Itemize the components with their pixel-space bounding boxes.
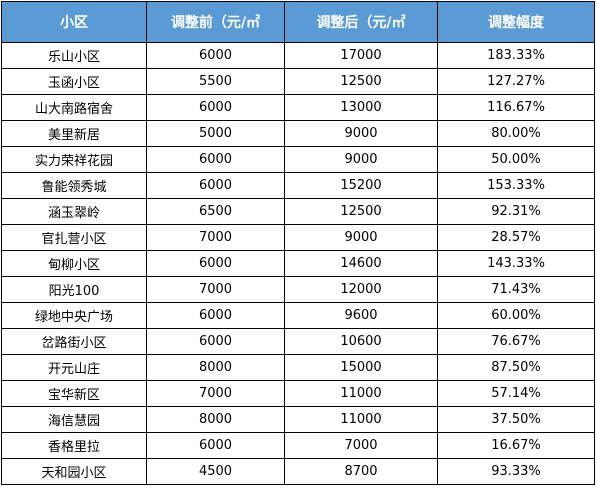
cell-change: 37.50% — [437, 406, 595, 433]
cell-price-before: 8000 — [146, 354, 285, 381]
cell-change: 87.50% — [437, 354, 595, 381]
cell-price-before: 7000 — [146, 224, 285, 251]
table-row: 绿地中央广场 6000 9600 60.00% — [1, 302, 595, 329]
cell-price-before: 7000 — [146, 380, 285, 407]
table-row: 阳光100 7000 12000 71.43% — [1, 276, 595, 303]
cell-community: 乐山小区 — [1, 42, 147, 69]
cell-community: 香格里拉 — [1, 432, 147, 459]
table-row: 香格里拉 6000 7000 16.67% — [1, 432, 595, 459]
cell-community: 官扎营小区 — [1, 224, 147, 251]
header-change: 调整幅度 — [437, 1, 595, 43]
table-row: 鲁能领秀城 6000 15200 153.33% — [1, 172, 595, 199]
cell-price-after: 9600 — [284, 302, 438, 329]
cell-price-after: 8700 — [284, 458, 438, 485]
cell-price-after: 13000 — [284, 94, 438, 121]
table-row: 海信慧园 8000 11000 37.50% — [1, 406, 595, 433]
cell-price-after: 12500 — [284, 68, 438, 95]
cell-price-before: 5500 — [146, 68, 285, 95]
cell-change: 57.14% — [437, 380, 595, 407]
cell-community: 绿地中央广场 — [1, 302, 147, 329]
cell-community: 岔路街小区 — [1, 328, 147, 355]
table-row: 官扎营小区 7000 9000 28.57% — [1, 224, 595, 251]
cell-community: 天和园小区 — [1, 458, 147, 485]
table-row: 山大南路宿舍 6000 13000 116.67% — [1, 94, 595, 121]
cell-price-after: 15000 — [284, 354, 438, 381]
header-price-before: 调整前（元/㎡ — [146, 1, 285, 43]
cell-change: 50.00% — [437, 146, 595, 173]
cell-community: 开元山庄 — [1, 354, 147, 381]
cell-price-before: 4500 — [146, 458, 285, 485]
cell-community: 海信慧园 — [1, 406, 147, 433]
cell-community: 实力荣祥花园 — [1, 146, 147, 173]
cell-change: 71.43% — [437, 276, 595, 303]
cell-price-after: 10600 — [284, 328, 438, 355]
cell-price-after: 12000 — [284, 276, 438, 303]
cell-price-before: 6000 — [146, 94, 285, 121]
table-row: 实力荣祥花园 6000 9000 50.00% — [1, 146, 595, 173]
cell-change: 143.33% — [437, 250, 595, 277]
cell-price-before: 6000 — [146, 432, 285, 459]
cell-price-before: 6000 — [146, 146, 285, 173]
table-row: 玉函小区 5500 12500 127.27% — [1, 68, 595, 95]
cell-price-after: 11000 — [284, 406, 438, 433]
cell-price-before: 8000 — [146, 406, 285, 433]
cell-community: 美里新居 — [1, 120, 147, 147]
cell-community: 山大南路宿舍 — [1, 94, 147, 121]
cell-price-after: 7000 — [284, 432, 438, 459]
table-row: 宝华新区 7000 11000 57.14% — [1, 380, 595, 407]
cell-change: 28.57% — [437, 224, 595, 251]
cell-change: 80.00% — [437, 120, 595, 147]
cell-price-before: 6000 — [146, 42, 285, 69]
cell-change: 76.67% — [437, 328, 595, 355]
cell-price-before: 5000 — [146, 120, 285, 147]
cell-price-before: 6000 — [146, 250, 285, 277]
cell-price-after: 9000 — [284, 120, 438, 147]
cell-community: 宝华新区 — [1, 380, 147, 407]
cell-change: 127.27% — [437, 68, 595, 95]
cell-community: 玉函小区 — [1, 68, 147, 95]
cell-community: 涵玉翠岭 — [1, 198, 147, 225]
cell-price-after: 9000 — [284, 224, 438, 251]
cell-price-after: 9000 — [284, 146, 438, 173]
cell-change: 116.67% — [437, 94, 595, 121]
cell-price-after: 11000 — [284, 380, 438, 407]
cell-price-before: 6000 — [146, 328, 285, 355]
table-row: 甸柳小区 6000 14600 143.33% — [1, 250, 595, 277]
cell-change: 60.00% — [437, 302, 595, 329]
cell-community: 鲁能领秀城 — [1, 172, 147, 199]
cell-community: 阳光100 — [1, 276, 147, 303]
cell-price-after: 12500 — [284, 198, 438, 225]
cell-price-before: 6000 — [146, 302, 285, 329]
cell-price-before: 6000 — [146, 172, 285, 199]
table-row: 岔路街小区 6000 10600 76.67% — [1, 328, 595, 355]
cell-change: 93.33% — [437, 458, 595, 485]
table-row: 美里新居 5000 9000 80.00% — [1, 120, 595, 147]
table-body: 乐山小区 6000 17000 183.33% 玉函小区 5500 12500 127.27%… — [1, 42, 595, 485]
table-row: 天和园小区 4500 8700 93.33% — [1, 458, 595, 485]
cell-change: 183.33% — [437, 42, 595, 69]
table-row: 涵玉翠岭 6500 12500 92.31% — [1, 198, 595, 225]
cell-change: 153.33% — [437, 172, 595, 199]
table-row: 开元山庄 8000 15000 87.50% — [1, 354, 595, 381]
cell-price-after: 17000 — [284, 42, 438, 69]
cell-price-after: 15200 — [284, 172, 438, 199]
header-price-after: 调整后（元/㎡ — [284, 1, 438, 43]
cell-price-before: 7000 — [146, 276, 285, 303]
cell-price-before: 6500 — [146, 198, 285, 225]
table-row: 乐山小区 6000 17000 183.33% — [1, 42, 595, 69]
cell-community: 甸柳小区 — [1, 250, 147, 277]
cell-price-after: 14600 — [284, 250, 438, 277]
cell-change: 92.31% — [437, 198, 595, 225]
header-row: 小区 调整前（元/㎡ 调整后（元/㎡ 调整幅度 — [1, 1, 595, 43]
header-community: 小区 — [1, 1, 147, 43]
cell-change: 16.67% — [437, 432, 595, 459]
